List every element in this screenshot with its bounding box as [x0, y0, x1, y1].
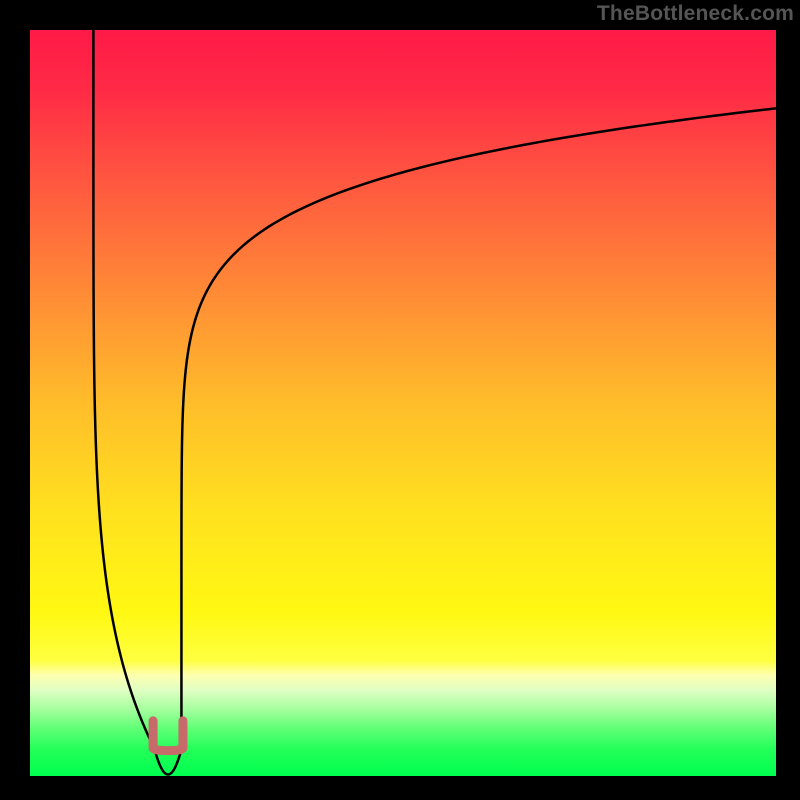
plot-area [30, 30, 776, 776]
watermark-text: TheBottleneck.com [597, 0, 800, 26]
bottleneck-curve [93, 30, 776, 775]
optimal-point-marker [153, 721, 183, 751]
curve-layer [30, 30, 776, 776]
chart-frame: TheBottleneck.com [0, 0, 800, 800]
